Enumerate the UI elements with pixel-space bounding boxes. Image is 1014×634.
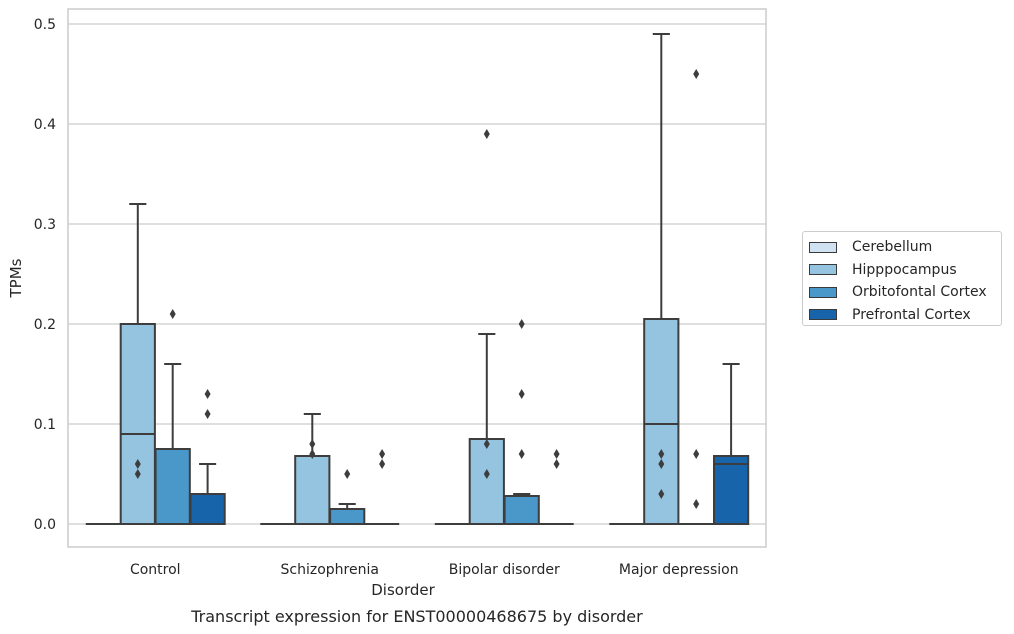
outlier-point (134, 469, 141, 479)
legend-label-prefrontal-cortex: Prefrontal Cortex (852, 306, 971, 323)
legend-label-cerebellum: Cerebellum (852, 239, 933, 256)
outlier-point (379, 449, 386, 459)
y-tick-label: 0.3 (34, 217, 56, 233)
y-tick-label: 0.4 (34, 117, 56, 133)
outlier-point (658, 449, 665, 459)
outlier-point (309, 449, 316, 459)
x-tick-labels: Control Schizophrenia Bipolar disorder Majo… (130, 562, 739, 578)
y-tick-labels: 0.0 0.1 0.2 0.3 0.4 0.5 (34, 17, 56, 533)
legend-swatch-cerebellum (809, 241, 837, 253)
legend-swatch-prefrontal-cortex (809, 309, 837, 321)
outlier-point (658, 489, 665, 499)
outlier-point (204, 389, 211, 399)
legend-item-hippocampus: Hipppocampus (809, 259, 1001, 282)
outlier-point (169, 309, 176, 319)
chart-caption: Transcript expression for ENST0000046867… (190, 607, 643, 626)
y-axis-title: TPMs (7, 258, 25, 298)
box-group (679, 69, 714, 525)
x-axis-title: Disorder (371, 581, 435, 599)
y-tick-label: 0.2 (34, 317, 56, 333)
box-group (503, 319, 540, 525)
outlier-point (483, 469, 490, 479)
outlier-point (379, 459, 386, 469)
box-group (294, 413, 331, 525)
box-group (364, 449, 400, 525)
x-tick-label: Bipolar disorder (449, 562, 560, 578)
outlier-point (518, 389, 525, 399)
box (468, 438, 505, 525)
box-group (539, 449, 574, 525)
outlier-point (204, 409, 211, 419)
legend-swatch-orbitofrontal-cortex (809, 286, 837, 298)
box-group (712, 363, 750, 525)
legend-item-prefrontal-cortex: Prefrontal Cortex (809, 304, 1001, 327)
outlier-point (518, 319, 525, 329)
legend-item-cerebellum: Cerebellum (809, 236, 1001, 259)
outlier-point (658, 459, 665, 469)
box-group (119, 203, 156, 525)
box-layer (85, 33, 750, 525)
outlier-point (693, 499, 700, 509)
outlier-point (693, 69, 700, 79)
x-tick-label: Control (130, 562, 181, 578)
box (712, 455, 750, 525)
legend-label-hippocampus: Hipppocampus (852, 261, 957, 278)
box-group (329, 469, 366, 525)
y-tick-label: 0.0 (34, 517, 56, 533)
y-tick-label: 0.1 (34, 417, 56, 433)
box-group (468, 129, 505, 525)
box (329, 508, 366, 525)
outlier-point (483, 439, 490, 449)
outlier-point (553, 449, 560, 459)
box-group (643, 33, 680, 525)
box (119, 323, 156, 525)
box-group (154, 309, 191, 525)
y-tick-label: 0.5 (34, 17, 56, 33)
outlier-point (344, 469, 351, 479)
legend-swatch-hippocampus (809, 264, 837, 276)
outlier-point (309, 439, 316, 449)
legend-item-orbitofrontal-cortex: Orbitofontal Cortex (809, 281, 1001, 304)
box (503, 495, 540, 525)
x-tick-label: Major depression (619, 562, 739, 578)
x-tick-label: Schizophrenia (281, 562, 379, 578)
box (189, 493, 226, 525)
outlier-point (553, 459, 560, 469)
outlier-point (693, 449, 700, 459)
legend-label-orbitofrontal-cortex: Orbitofontal Cortex (852, 284, 987, 301)
box (154, 448, 191, 525)
outlier-point (134, 459, 141, 469)
outlier-point (483, 129, 490, 139)
box-group (189, 389, 226, 525)
box (294, 455, 331, 525)
outlier-point (518, 449, 525, 459)
legend: Cerebellum Hipppocampus Orbitofontal Cor… (802, 231, 1002, 326)
